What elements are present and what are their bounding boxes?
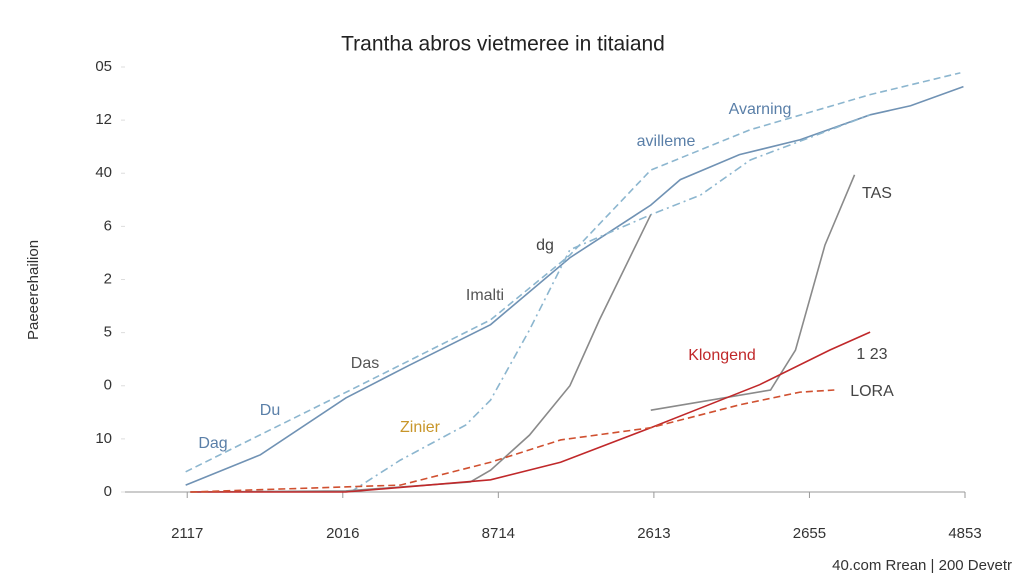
x-tick-label: 4853 <box>948 525 981 542</box>
y-tick-label: 05 <box>95 58 112 75</box>
y-axis-label: Paeeerehailion <box>25 240 42 340</box>
series-line <box>190 389 835 493</box>
series-line <box>350 114 871 493</box>
y-tick-label: 40 <box>95 164 112 181</box>
series-line <box>650 174 856 411</box>
x-tick-label: 2016 <box>326 525 359 542</box>
y-tick-label: 12 <box>95 111 112 128</box>
annotation: avilleme <box>637 133 696 150</box>
y-tick-label: 5 <box>104 324 112 341</box>
annotation: dg <box>536 237 554 254</box>
x-tick-label: 8714 <box>482 525 515 542</box>
annotation: Dag <box>198 435 227 452</box>
annotation: Zinier <box>400 419 441 436</box>
y-tick-label: 0 <box>104 377 112 394</box>
annotation: 1 23 <box>856 346 887 363</box>
annotation: Klongend <box>688 347 756 364</box>
annotation: Avarning <box>729 101 792 118</box>
annotation: LORA <box>850 383 894 400</box>
annotation: Imalti <box>466 287 504 304</box>
x-tick-label: 2117 <box>171 525 203 542</box>
annotation: Du <box>260 402 280 419</box>
x-tick-label: 2655 <box>793 525 826 542</box>
y-tick-label: 2 <box>104 270 112 287</box>
annotation: Das <box>351 355 379 372</box>
series-line <box>185 85 964 486</box>
y-tick-label: 0 <box>104 483 112 500</box>
footer: 40.com Rrean | 200 Devetr <box>832 557 1012 574</box>
chart-title: Trantha abros vietmeree in titaiand <box>341 33 665 56</box>
series-line <box>190 331 871 493</box>
series-line <box>190 214 652 493</box>
y-tick-label: 10 <box>95 430 112 447</box>
x-tick-label: 2613 <box>637 525 670 542</box>
series-line <box>185 72 961 473</box>
annotation: TAS <box>862 185 892 202</box>
y-tick-label: 6 <box>104 217 112 234</box>
